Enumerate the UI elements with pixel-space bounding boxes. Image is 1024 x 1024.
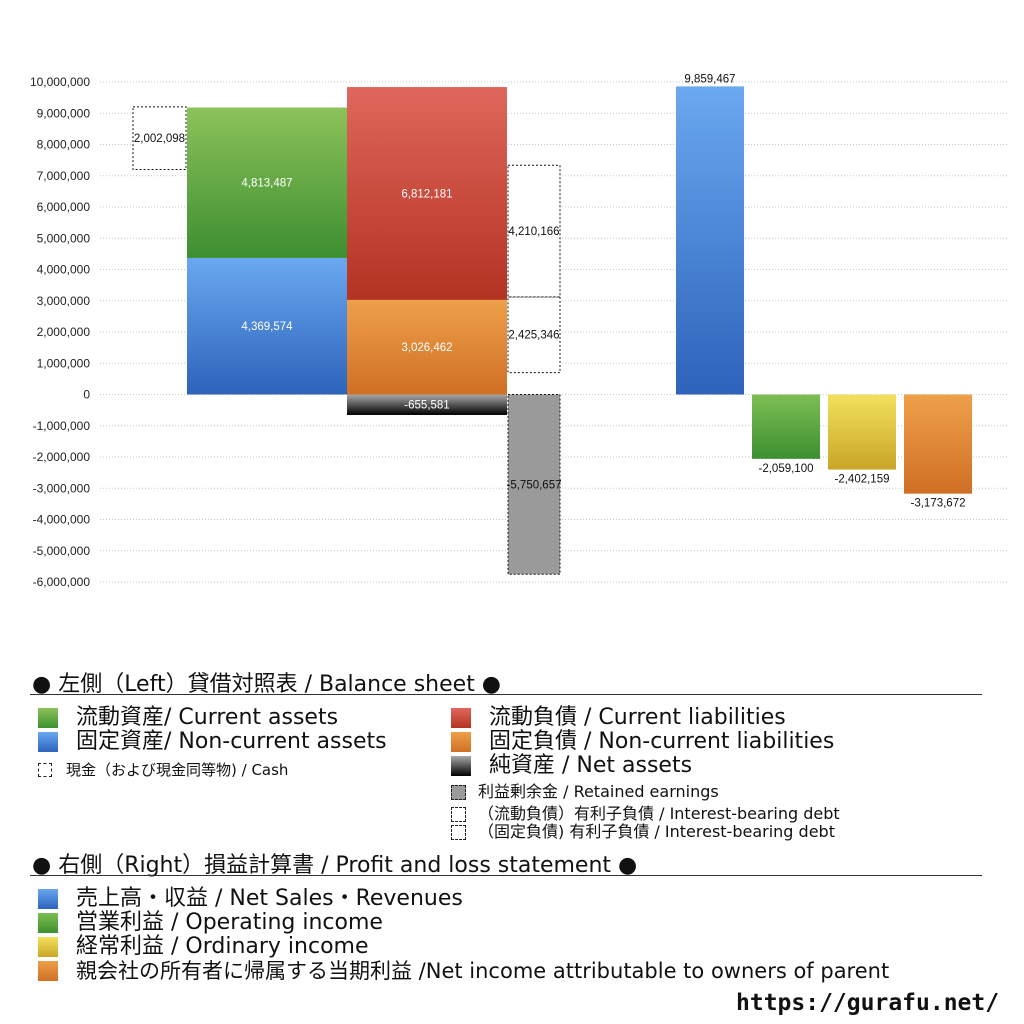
bar-noncurrent-assets: [187, 257, 347, 395]
data-label-net-assets: -655,581: [404, 400, 449, 412]
data-label-ib-debt-current: 4,210,166: [508, 226, 559, 238]
legend-item-ib-debt-noncurrent: （固定負債) 有利子負債 / Interest-bearing debt: [451, 823, 835, 841]
legend-divider: [30, 694, 982, 695]
y-tick-label: 6,000,000: [37, 200, 91, 214]
swatch-noncurrent-liabilities: [451, 732, 471, 752]
legend-label: 売上高・収益 / Net Sales・Revenues: [76, 886, 463, 911]
legend-item-net-assets: 純資産 / Net assets: [451, 754, 692, 778]
data-label-retained-earnings: -5,750,657: [507, 479, 562, 491]
data-label-cash: 2,002,098: [134, 133, 185, 145]
bar-current-assets: [187, 107, 347, 258]
bar-operating-income: [752, 394, 820, 459]
data-label-net-sales: 9,859,467: [684, 73, 735, 85]
legend-item-cash: 現金（および現金同等物) / Cash: [38, 761, 288, 779]
legend-label: 固定負債 / Non-current liabilities: [489, 729, 835, 754]
y-tick-label: -2,000,000: [33, 450, 91, 464]
swatch-net-sales: [38, 889, 58, 909]
data-label-current-assets: 4,813,487: [241, 178, 292, 190]
legend-label: 現金（および現金同等物) / Cash: [66, 761, 289, 779]
bar-retained-earnings: [507, 394, 561, 575]
y-tick-label: 7,000,000: [37, 169, 91, 183]
swatch-current-liabilities: [451, 708, 471, 728]
bars: [132, 86, 972, 575]
swatch-ib-debt-current: [451, 806, 466, 822]
data-labels: 2,002,098 4,369,574 4,813,487 3,026,462 6,81…: [134, 73, 966, 509]
y-tick-label: -4,000,000: [33, 513, 91, 527]
bar-current-liabilities: [347, 87, 507, 300]
financial-chart: -6,000,000 -5,000,000 -4,000,000 -3,000,000…: [30, 73, 1008, 589]
legend-label: 流動資産/ Current assets: [76, 705, 339, 730]
legend-label: （流動負債）有利子負債 / Interest-bearing debt: [478, 804, 840, 823]
swatch-retained-earnings: [451, 784, 466, 800]
legend-item-ordinary-income: 経常利益 / Ordinary income: [38, 935, 369, 959]
y-tick-label: 0: [83, 388, 90, 402]
y-tick-label: -6,000,000: [33, 575, 91, 589]
y-tick-label: 2,000,000: [37, 325, 91, 339]
data-label-ib-debt-noncurrent: 2,425,346: [508, 330, 559, 342]
data-label-ordinary-income: -2,402,159: [835, 474, 890, 486]
swatch-operating-income: [38, 913, 58, 933]
swatch-current-assets: [38, 708, 58, 728]
y-tick-label: 8,000,000: [37, 138, 91, 152]
legend-item-retained-earnings: 利益剰余金 / Retained earnings: [451, 783, 719, 801]
legend-item-noncurrent-assets: 固定資産/ Non-current assets: [38, 730, 387, 754]
legend-item-current-assets: 流動資産/ Current assets: [38, 706, 338, 730]
legend-item-current-liabilities: 流動負債 / Current liabilities: [451, 706, 786, 730]
bar-ib-debt-noncurrent: [507, 296, 561, 374]
legend-item-ib-debt-current: （流動負債）有利子負債 / Interest-bearing debt: [451, 805, 840, 823]
y-tick-label: -1,000,000: [33, 419, 91, 433]
legend-divider: [30, 875, 982, 876]
legend-label: 固定資産/ Non-current assets: [76, 729, 387, 754]
swatch-cash: [38, 763, 52, 777]
legend-item-operating-income: 営業利益 / Operating income: [38, 911, 383, 935]
legend-item-noncurrent-liabilities: 固定負債 / Non-current liabilities: [451, 730, 834, 754]
y-tick-label: 4,000,000: [37, 263, 91, 277]
swatch-noncurrent-assets: [38, 732, 58, 752]
data-label-noncurrent-assets: 4,369,574: [241, 321, 293, 333]
y-tick-label: 5,000,000: [37, 231, 91, 245]
legend-label: 流動負債 / Current liabilities: [489, 705, 786, 730]
y-tick-label: 9,000,000: [37, 106, 91, 120]
legend-item-net-sales: 売上高・収益 / Net Sales・Revenues: [38, 887, 463, 911]
bar-net-income-parent: [904, 394, 972, 494]
y-tick-label: -5,000,000: [33, 544, 91, 558]
bar-cash: [132, 106, 187, 171]
y-tick-label: -3,000,000: [33, 481, 91, 495]
legend-label: （固定負債) 有利子負債 / Interest-bearing debt: [478, 822, 835, 841]
swatch-ordinary-income: [38, 937, 58, 957]
legend-label: 営業利益 / Operating income: [76, 910, 383, 935]
y-tick-label: 3,000,000: [37, 294, 91, 308]
data-label-current-liabilities: 6,812,181: [401, 188, 452, 200]
legend-label: 純資産 / Net assets: [489, 753, 693, 778]
legend-label: 親会社の所有者に帰属する当期利益 /Net income attributabl…: [76, 959, 890, 983]
bar-net-assets: [347, 394, 507, 415]
swatch-net-income-parent: [38, 961, 58, 981]
site-url[interactable]: https://gurafu.net/: [736, 990, 1000, 1016]
legend-item-net-income-parent: 親会社の所有者に帰属する当期利益 /Net income attributabl…: [38, 959, 889, 983]
bar-net-sales: [676, 86, 744, 395]
legend-label: 経常利益 / Ordinary income: [76, 934, 369, 959]
swatch-net-assets: [451, 756, 471, 776]
y-tick-label: 1,000,000: [37, 356, 91, 370]
legend-right-title: ● 右側（Right）損益計算書 / Profit and loss state…: [32, 853, 638, 878]
data-label-noncurrent-liabilities: 3,026,462: [401, 342, 452, 354]
data-label-net-income-parent: -3,173,672: [911, 498, 966, 510]
swatch-ib-debt-noncurrent: [451, 824, 466, 840]
legend-left-title: ● 左側（Left）貸借対照表 / Balance sheet ●: [32, 672, 502, 697]
bar-ib-debt-current: [507, 164, 561, 298]
data-label-operating-income: -2,059,100: [759, 463, 814, 475]
y-axis-ticks: -6,000,000 -5,000,000 -4,000,000 -3,000,000…: [30, 75, 90, 589]
y-tick-label: 10,000,000: [30, 75, 90, 89]
bar-ordinary-income: [828, 394, 896, 470]
bar-noncurrent-liabilities: [347, 299, 507, 395]
legend-label: 利益剰余金 / Retained earnings: [478, 782, 719, 801]
